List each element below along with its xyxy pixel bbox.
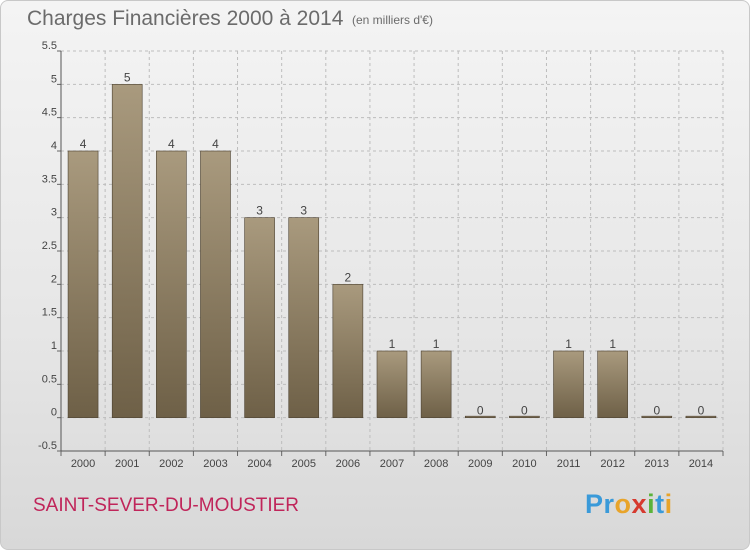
- y-tick-label: 0.5: [42, 373, 57, 385]
- proxiti-logo: Proxiti: [585, 489, 673, 520]
- data-label: 4: [80, 137, 87, 151]
- logo-letter: r: [603, 489, 615, 519]
- data-label: 1: [609, 337, 616, 351]
- bar: [420, 350, 452, 418]
- commune-name: SAINT-SEVER-DU-MOUSTIER: [33, 495, 300, 516]
- x-tick-label: 2012: [600, 458, 624, 470]
- x-tick-label: 2004: [247, 458, 271, 470]
- x-tick-label: 2003: [203, 458, 227, 470]
- y-tick-label: -0.5: [38, 440, 57, 452]
- x-tick-label: 2009: [468, 458, 492, 470]
- bar: [597, 350, 628, 418]
- x-tick-label: 2008: [424, 458, 448, 470]
- y-tick-label: 5: [51, 73, 57, 85]
- data-label: 4: [212, 137, 219, 151]
- bar: [244, 217, 275, 418]
- bar: [641, 415, 673, 418]
- x-tick-label: 2000: [71, 458, 95, 470]
- bar: [376, 350, 408, 418]
- axes: -0.5 0 0.5 1 1.5 2 2.5 3 3.5 4 4.5 5 5.5: [38, 40, 724, 456]
- data-label: 0: [521, 404, 528, 418]
- y-tick-label: 1: [51, 340, 57, 352]
- chart-title: Charges Financières 2000 à 2014: [27, 7, 344, 30]
- data-label: 2: [345, 270, 352, 284]
- y-tick-label: 1.5: [42, 307, 57, 319]
- y-tick-label: 4.5: [42, 107, 57, 119]
- bar: [111, 84, 143, 418]
- logo-letter: x: [631, 489, 648, 519]
- data-label: 4: [168, 137, 175, 151]
- x-tick-label: 2007: [380, 458, 404, 470]
- x-tick-label: 2005: [291, 458, 315, 470]
- y-tick-label: 5.5: [42, 40, 57, 52]
- logo-letter: P: [585, 489, 604, 519]
- y-tick-label: 3.5: [42, 173, 57, 185]
- bar: [685, 415, 717, 418]
- bars: [67, 84, 717, 418]
- x-tick-label: 2001: [115, 458, 139, 470]
- bar: [288, 217, 320, 418]
- logo-letter: t: [655, 489, 665, 519]
- bar: [200, 150, 231, 418]
- data-label: 0: [477, 404, 484, 418]
- logo-letter: i: [647, 489, 656, 519]
- x-tick-label: 2006: [336, 458, 360, 470]
- bar: [67, 150, 99, 418]
- x-tick-label: 2013: [645, 458, 669, 470]
- bar: [332, 284, 364, 418]
- labels: 2000 4 2001 5 2002 4 2003 4 2004 3 2005 3 2006 2 2007 1…: [71, 70, 713, 470]
- x-tick-label: 2010: [512, 458, 536, 470]
- y-tick-label: 3: [51, 207, 57, 219]
- data-label: 0: [653, 404, 660, 418]
- y-tick-label: 2: [51, 273, 57, 285]
- data-label: 1: [433, 337, 440, 351]
- bar: [553, 350, 584, 418]
- x-tick-label: 2014: [689, 458, 713, 470]
- bar: [509, 415, 540, 418]
- data-label: 5: [124, 70, 131, 84]
- x-tick-label: 2011: [557, 458, 581, 470]
- data-label: 0: [698, 404, 705, 418]
- data-label: 1: [565, 337, 572, 351]
- y-tick-label: 2.5: [42, 240, 57, 252]
- data-label: 3: [256, 204, 263, 218]
- y-tick-label: 4: [51, 140, 57, 152]
- bar: [156, 150, 187, 418]
- x-tick-label: 2002: [159, 458, 183, 470]
- bar: [464, 415, 496, 418]
- chart-subtitle: (en milliers d'€): [352, 13, 433, 27]
- data-label: 3: [300, 204, 307, 218]
- logo-letter: i: [664, 489, 673, 519]
- logo-letter: o: [614, 489, 632, 519]
- y-tick-label: 0: [51, 407, 57, 419]
- data-label: 1: [389, 337, 396, 351]
